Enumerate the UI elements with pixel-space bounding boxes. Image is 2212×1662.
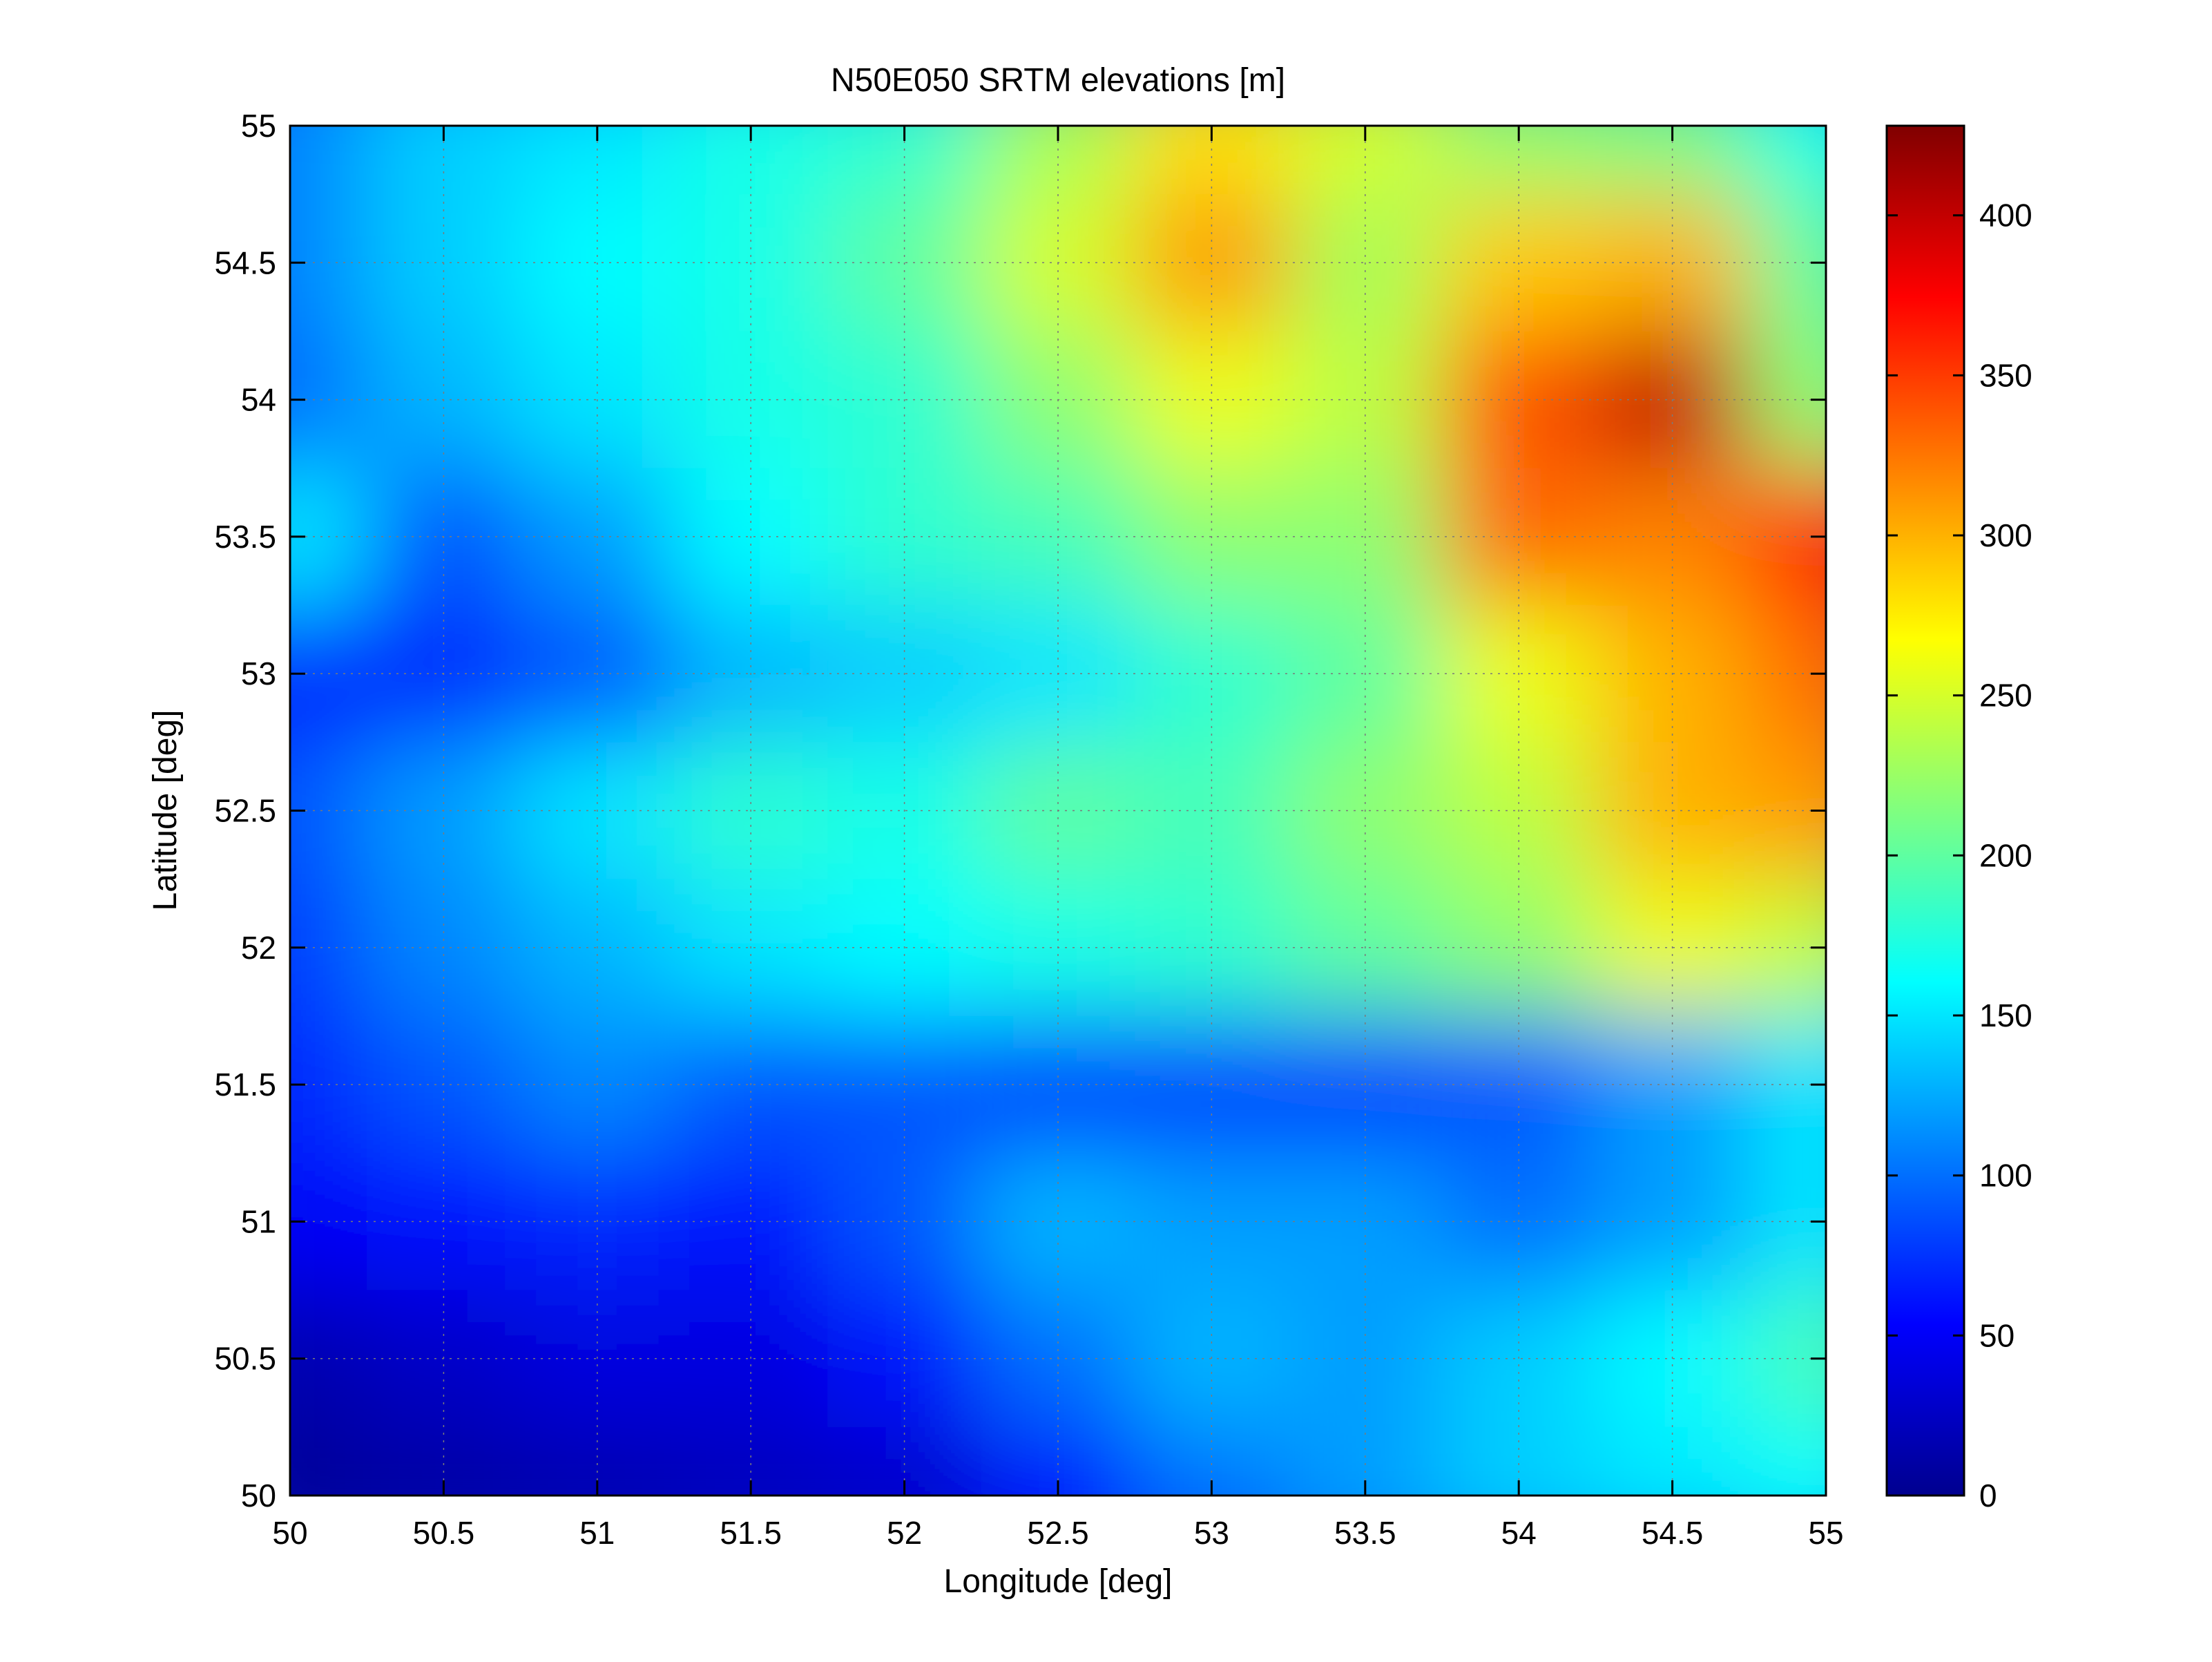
- colorbar-tick-label: 300: [1979, 517, 2032, 553]
- y-tick-label: 52: [241, 930, 276, 966]
- x-tick-label: 51.5: [720, 1515, 782, 1551]
- colorbar-tick-label: 200: [1979, 837, 2032, 873]
- x-tick-label: 50: [272, 1515, 307, 1551]
- x-tick-label: 51: [579, 1515, 615, 1551]
- x-tick-label: 52.5: [1027, 1515, 1089, 1551]
- colorbar-tick-label: 100: [1979, 1158, 2032, 1194]
- x-tick-label: 53.5: [1334, 1515, 1396, 1551]
- heatmap-cell: [1749, 126, 1826, 195]
- colorbar-tick-label: 50: [1979, 1317, 2014, 1353]
- heatmap-cell: [520, 1290, 675, 1428]
- y-tick-label: 54.5: [214, 245, 276, 280]
- x-tick-label: 54: [1501, 1515, 1537, 1551]
- colorbar-ticks: 0 50 100 150 200 250 300 350 400: [1887, 198, 2032, 1513]
- chart-title: N50E050 SRTM elevations [m]: [831, 62, 1285, 99]
- y-tick-label: 51.5: [214, 1067, 276, 1102]
- y-tick-label: 54: [241, 382, 276, 418]
- y-axis: 50 50.5 51 51.5 52 52.5 53 53.5 54 54.5 55: [214, 108, 1826, 1513]
- y-tick-label: 50.5: [214, 1341, 276, 1377]
- x-tick-label: 50.5: [413, 1515, 475, 1551]
- heatmap-cell: [290, 126, 368, 195]
- x-tick-label: 55: [1808, 1515, 1843, 1551]
- x-axis: 50 50.5 51 51.5 52 52.5 53 53.5 54 54.5 55: [272, 126, 1844, 1551]
- x-tick-label: 53: [1194, 1515, 1229, 1551]
- y-tick-label: 50: [241, 1478, 276, 1513]
- y-tick-label: 51: [241, 1203, 276, 1239]
- heatmap-cell: [1749, 1426, 1826, 1496]
- heatmap-cell: [674, 1290, 829, 1428]
- colorbar-tick-label: 150: [1979, 997, 2032, 1033]
- heatmap-cell: [290, 1426, 368, 1496]
- y-axis-label: Latitude [deg]: [147, 710, 184, 911]
- x-tick-label: 54.5: [1642, 1515, 1704, 1551]
- colorbar-tick-label: 0: [1979, 1478, 1997, 1513]
- colorbar-tick-label: 400: [1979, 198, 2032, 233]
- heatmap-cell: [1442, 1290, 1597, 1428]
- colorbar-tick-label: 250: [1979, 678, 2032, 714]
- x-tick-label: 52: [887, 1515, 922, 1551]
- y-tick-label: 55: [241, 108, 276, 144]
- colorbar-gradient: [1885, 124, 1965, 1497]
- y-tick-label: 53: [241, 656, 276, 691]
- grid-lines: [290, 126, 1826, 1496]
- y-tick-label: 52.5: [214, 793, 276, 829]
- heatmap-cell: [1288, 1290, 1443, 1428]
- y-tick-label: 53.5: [214, 519, 276, 555]
- x-axis-label: Longitude [deg]: [944, 1563, 1173, 1600]
- colorbar: 0 50 100 150 200 250 300 350 400: [1885, 124, 2032, 1513]
- colorbar-tick-label: 350: [1979, 357, 2032, 393]
